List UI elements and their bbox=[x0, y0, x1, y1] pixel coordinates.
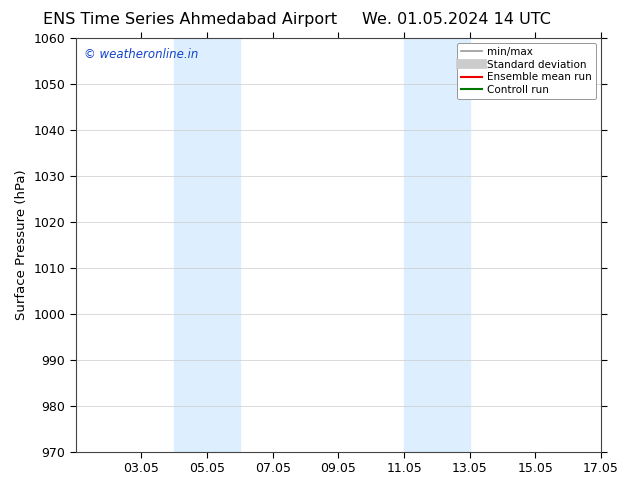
Text: We. 01.05.2024 14 UTC: We. 01.05.2024 14 UTC bbox=[362, 12, 551, 27]
Bar bbox=[404, 38, 470, 452]
Legend: min/max, Standard deviation, Ensemble mean run, Controll run: min/max, Standard deviation, Ensemble me… bbox=[456, 43, 596, 99]
Text: © weatheronline.in: © weatheronline.in bbox=[84, 48, 198, 61]
Y-axis label: Surface Pressure (hPa): Surface Pressure (hPa) bbox=[15, 170, 28, 320]
Bar bbox=[174, 38, 240, 452]
Text: ENS Time Series Ahmedabad Airport: ENS Time Series Ahmedabad Airport bbox=[43, 12, 337, 27]
